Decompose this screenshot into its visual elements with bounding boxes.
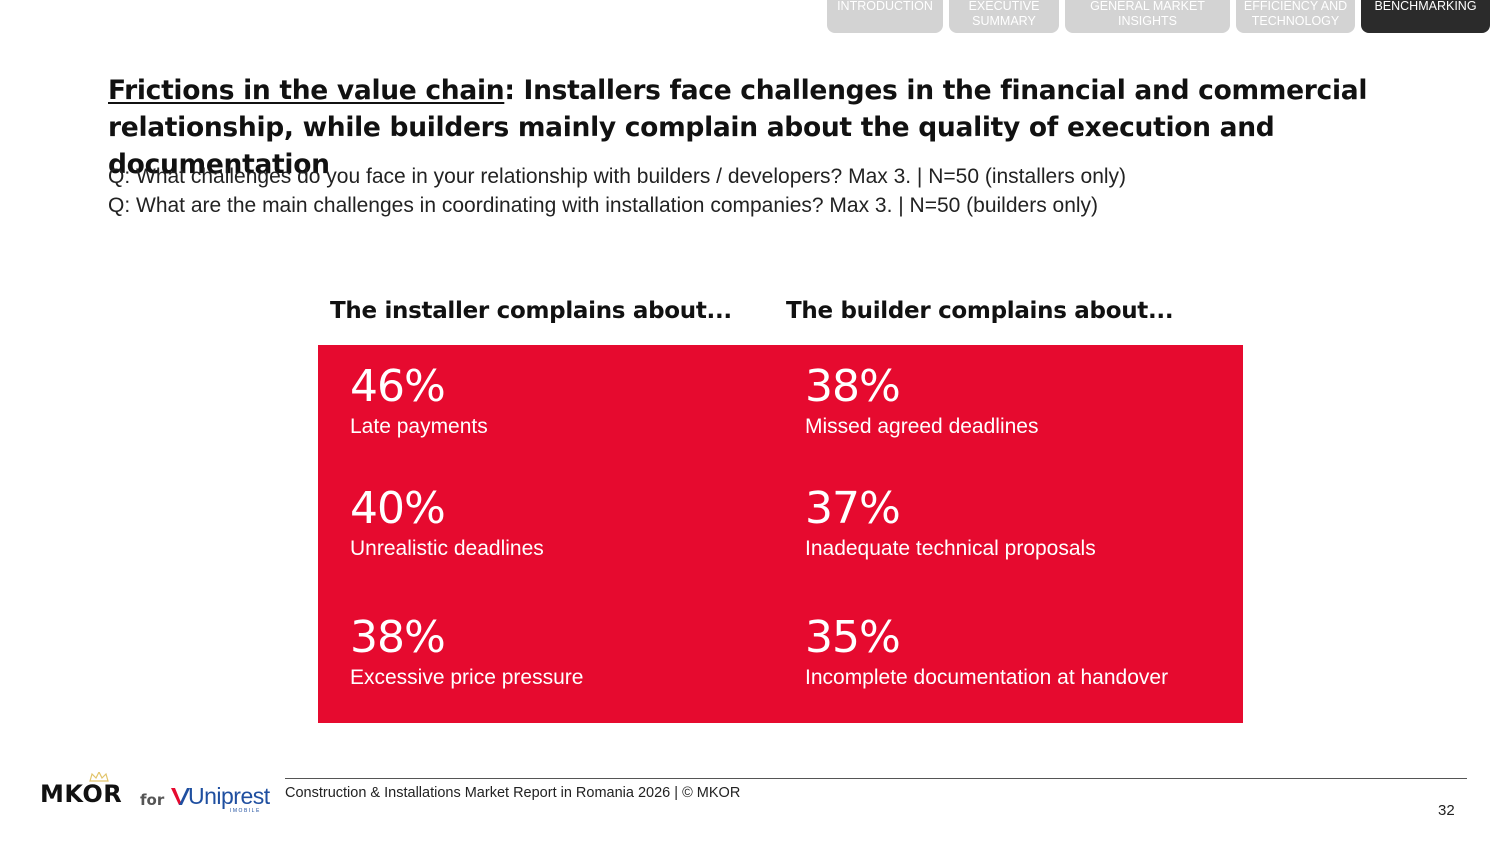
- installer-stat-label: Excessive price pressure: [350, 666, 584, 689]
- survey-question-installers: Q: What challenges do you face in your r…: [108, 165, 1127, 188]
- tab-executive-summary[interactable]: EXECUTIVE SUMMARY: [949, 0, 1059, 33]
- footer-source: Construction & Installations Market Repo…: [285, 785, 741, 801]
- tab-introduction[interactable]: INTRODUCTION: [827, 0, 943, 33]
- page-title: Frictions in the value chain: Installers…: [108, 72, 1493, 183]
- installer-stat: 38% Excessive price pressure: [350, 613, 583, 691]
- tab-executive-summary-label: EXECUTIVE SUMMARY: [968, 0, 1040, 28]
- complaints-panel: [318, 345, 1243, 723]
- mkor-logo: MKOR: [40, 780, 123, 808]
- builder-stat: 37% Inadequate technical proposals: [805, 484, 1096, 562]
- survey-question-builders: Q: What are the main challenges in coord…: [108, 194, 1099, 217]
- installer-stat-value: 38%: [350, 612, 446, 663]
- uniprest-logo-subtext: IMOBILE: [230, 808, 261, 814]
- builder-stat-label: Missed agreed deadlines: [805, 415, 1039, 438]
- installer-stat: 46% Late payments: [350, 362, 488, 440]
- tab-benchmarking[interactable]: BENCHMARKING: [1361, 0, 1490, 33]
- crown-icon: [89, 772, 109, 782]
- tab-efficiency-and-technology[interactable]: EFFICIENCY AND TECHNOLOGY: [1236, 0, 1355, 33]
- builder-column-heading: The builder complains about...: [786, 298, 1174, 324]
- footer-divider: [285, 778, 1467, 779]
- installer-stat: 40% Unrealistic deadlines: [350, 484, 544, 562]
- builder-stat-label: Incomplete documentation at handover: [805, 666, 1169, 689]
- installer-stat-label: Late payments: [350, 415, 488, 438]
- installer-stat-value: 40%: [350, 483, 446, 534]
- tab-general-market-insights-label: GENERAL MARKET INSIGHTS: [1090, 0, 1205, 28]
- logo-for-text: for: [140, 791, 165, 809]
- builder-stat: 35% Incomplete documentation at handover: [805, 613, 1168, 691]
- builder-stat-value: 37%: [805, 483, 901, 534]
- builder-stat: 38% Missed agreed deadlines: [805, 362, 1038, 440]
- tab-efficiency-and-technology-label: EFFICIENCY AND TECHNOLOGY: [1243, 0, 1348, 28]
- builder-stat-value: 35%: [805, 612, 901, 663]
- tab-benchmarking-label: BENCHMARKING: [1374, 0, 1477, 13]
- tab-general-market-insights[interactable]: GENERAL MARKET INSIGHTS: [1065, 0, 1230, 33]
- installer-column-heading: The installer complains about...: [330, 298, 732, 324]
- page-title-rest: : Installers face challenges in the fina…: [108, 75, 1368, 180]
- builder-stat-value: 38%: [805, 361, 901, 412]
- installer-stat-value: 46%: [350, 361, 446, 412]
- uniprest-logo-text: Uniprest: [188, 783, 270, 809]
- uniprest-logo: Uniprest IMOBILE: [170, 783, 272, 814]
- page-number: 32: [1438, 802, 1455, 819]
- uniprest-mark-icon: [171, 788, 190, 805]
- builder-stat-label: Inadequate technical proposals: [805, 537, 1096, 560]
- installer-stat-label: Unrealistic deadlines: [350, 537, 544, 560]
- section-nav: INTRODUCTION EXECUTIVE SUMMARY GENERAL M…: [827, 0, 1490, 33]
- tab-introduction-label: INTRODUCTION: [837, 0, 933, 13]
- page-title-underlined: Frictions in the value chain: [108, 75, 505, 106]
